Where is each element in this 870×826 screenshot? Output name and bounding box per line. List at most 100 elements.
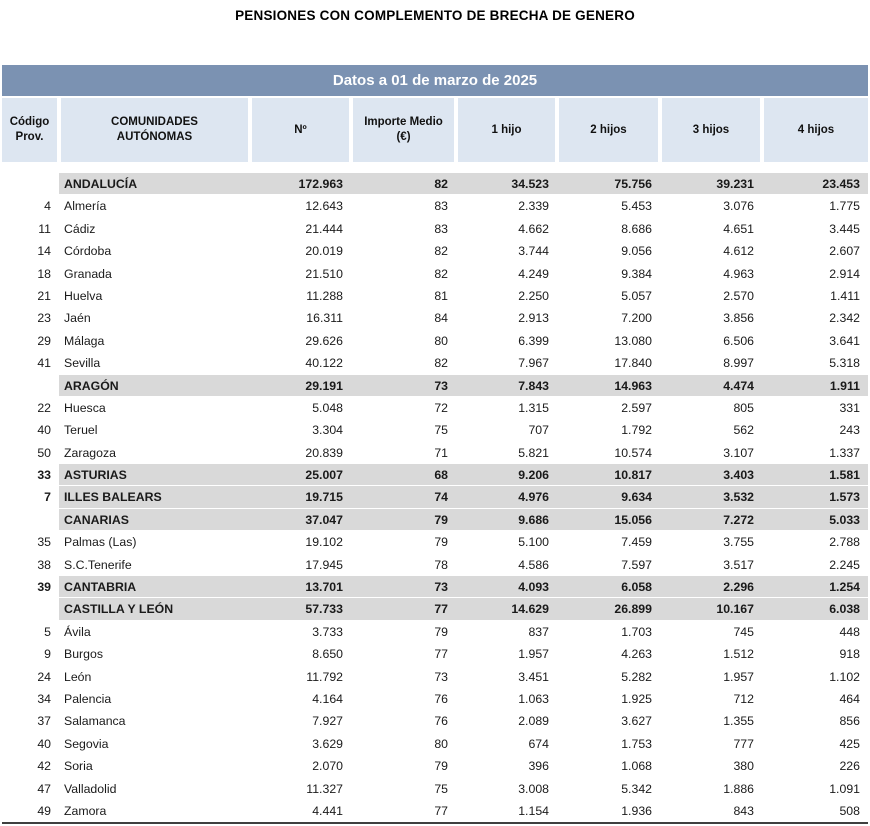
cell-1-hijo: 2.089 <box>518 714 549 729</box>
cell-importe-medio: 73 <box>351 576 456 599</box>
cell-4-hijos: 856 <box>839 714 860 729</box>
cell-province-code: 11 <box>38 221 51 236</box>
cell-numero: 11.327 <box>306 781 343 796</box>
cell-province-code: 41 <box>37 356 51 371</box>
cell-province-code: 21 <box>37 288 51 303</box>
cell-4-hijos: 23.453 <box>762 173 868 196</box>
cell-numero: 4.164 <box>312 691 343 706</box>
cell-province-code: 4 <box>44 199 51 214</box>
cell-3-hijos: 4.612 <box>723 244 754 259</box>
cell-4-hijos: 464 <box>839 691 860 706</box>
cell-2-hijos: 1.068 <box>621 759 652 774</box>
cell-territory-name: Huesca <box>64 400 106 415</box>
column-header-numero: Nº <box>252 98 349 162</box>
cell-province-code: 49 <box>37 803 51 818</box>
cell-4-hijos: 2.788 <box>829 535 860 550</box>
cell-4-hijos: 1.581 <box>762 464 868 487</box>
cell-importe-medio: 75 <box>434 781 448 796</box>
cell-1-hijo: 7.967 <box>518 356 549 371</box>
cell-2-hijos: 5.282 <box>621 669 652 684</box>
cell-numero: 2.070 <box>312 759 343 774</box>
cell-importe-medio: 77 <box>351 598 456 621</box>
cell-numero: 3.733 <box>312 624 343 639</box>
table-row-region: CANARIAS 37.047 79 9.686 15.056 7.272 5.033 <box>2 508 868 532</box>
cell-4-hijos: 1.254 <box>762 576 868 599</box>
column-header-comunidades-autonomas: COMUNIDADES AUTÓNOMAS <box>61 98 248 162</box>
cell-territory-name: S.C.Tenerife <box>64 557 132 572</box>
cell-numero: 19.715 <box>250 486 351 509</box>
cell-importe-medio: 79 <box>434 535 448 550</box>
cell-3-hijos: 1.512 <box>723 647 754 662</box>
cell-1-hijo: 4.586 <box>518 557 549 572</box>
table-row-province: 4 Almería 12.643 83 2.339 5.453 3.076 1.775 <box>2 195 868 217</box>
cell-1-hijo: 4.662 <box>518 221 549 236</box>
cell-numero: 11.792 <box>306 669 343 684</box>
cell-2-hijos: 5.453 <box>621 199 652 214</box>
table-row-province: 47 Valladolid 11.327 75 3.008 5.342 1.886 1.091 <box>2 778 868 800</box>
table-row-province: 40 Segovia 3.629 80 674 1.753 777 425 <box>2 733 868 755</box>
cell-territory-name: Cádiz <box>64 221 96 236</box>
cell-territory-name: Zaragoza <box>64 445 116 460</box>
cell-2-hijos: 9.634 <box>557 486 660 509</box>
cell-3-hijos: 3.517 <box>723 557 754 572</box>
table-row-province: 37 Salamanca 7.927 76 2.089 3.627 1.355 856 <box>2 710 868 732</box>
cell-numero: 40.122 <box>305 356 343 371</box>
cell-3-hijos: 3.856 <box>723 311 754 326</box>
cell-numero: 11.288 <box>306 288 343 303</box>
cell-3-hijos: 380 <box>733 759 754 774</box>
cell-numero: 29.626 <box>305 333 343 348</box>
cell-1-hijo: 2.913 <box>518 311 549 326</box>
cell-territory-name: Málaga <box>64 333 105 348</box>
cell-province-code: 39 <box>37 580 51 595</box>
cell-importe-medio: 77 <box>434 803 448 818</box>
cell-3-hijos: 562 <box>733 423 754 438</box>
cell-numero: 4.441 <box>312 803 343 818</box>
cell-3-hijos: 3.403 <box>660 464 762 487</box>
cell-province-code: 23 <box>37 311 51 326</box>
cell-1-hijo: 9.686 <box>456 508 557 532</box>
cell-territory-name: León <box>64 669 92 684</box>
cell-4-hijos: 331 <box>839 400 860 415</box>
cell-3-hijos: 8.997 <box>723 356 754 371</box>
table-row-province: 29 Málaga 29.626 80 6.399 13.080 6.506 3.641 <box>2 330 868 352</box>
cell-4-hijos: 243 <box>839 423 860 438</box>
column-header-importe-medio: Importe Medio (€) <box>353 98 454 162</box>
column-header-4-hijos: 4 hijos <box>764 98 868 162</box>
cell-3-hijos: 805 <box>733 400 754 415</box>
cell-2-hijos: 5.342 <box>621 781 652 796</box>
table-row-province: 24 León 11.792 73 3.451 5.282 1.957 1.102 <box>2 666 868 688</box>
cell-2-hijos: 26.899 <box>557 598 660 621</box>
cell-importe-medio: 80 <box>434 736 448 751</box>
table-row-region: 33 ASTURIAS 25.007 68 9.206 10.817 3.403 1.581 <box>2 464 868 487</box>
page-title: PENSIONES CON COMPLEMENTO DE BRECHA DE G… <box>235 8 635 23</box>
cell-importe-medio: 82 <box>434 266 448 281</box>
cell-numero: 17.945 <box>305 557 343 572</box>
cell-2-hijos: 9.384 <box>621 266 652 281</box>
cell-2-hijos: 1.703 <box>621 624 652 639</box>
page: PENSIONES CON COMPLEMENTO DE BRECHA DE G… <box>2 8 868 825</box>
cell-territory-name: Soria <box>64 759 93 774</box>
cell-1-hijo: 2.250 <box>518 288 549 303</box>
cell-1-hijo: 4.249 <box>518 266 549 281</box>
cell-1-hijo: 4.093 <box>456 576 557 599</box>
cell-province-code <box>2 509 59 531</box>
cell-3-hijos: 4.474 <box>660 374 762 397</box>
cell-2-hijos: 17.840 <box>614 356 652 371</box>
cell-province-code: 29 <box>37 333 51 348</box>
cell-4-hijos: 226 <box>839 759 860 774</box>
cell-3-hijos: 7.272 <box>660 508 762 532</box>
cell-1-hijo: 14.629 <box>456 598 557 621</box>
cell-1-hijo: 1.957 <box>518 647 549 662</box>
cell-territory-name: Ávila <box>64 624 91 639</box>
cell-3-hijos: 712 <box>733 691 754 706</box>
cell-importe-medio: 75 <box>434 423 448 438</box>
table-row-province: 42 Soria 2.070 79 396 1.068 380 226 <box>2 755 868 777</box>
table-row-region: CASTILLA Y LEÓN 57.733 77 14.629 26.899 10.16… <box>2 598 868 621</box>
cell-2-hijos: 13.080 <box>614 333 652 348</box>
cell-numero: 20.019 <box>305 244 343 259</box>
table-row-region: 39 CANTABRIA 13.701 73 4.093 6.058 2.296 1.254 <box>2 576 868 599</box>
cell-province-code: 35 <box>37 535 51 550</box>
cell-1-hijo: 7.843 <box>456 374 557 397</box>
cell-4-hijos: 5.033 <box>762 508 868 532</box>
cell-numero: 57.733 <box>250 598 351 621</box>
